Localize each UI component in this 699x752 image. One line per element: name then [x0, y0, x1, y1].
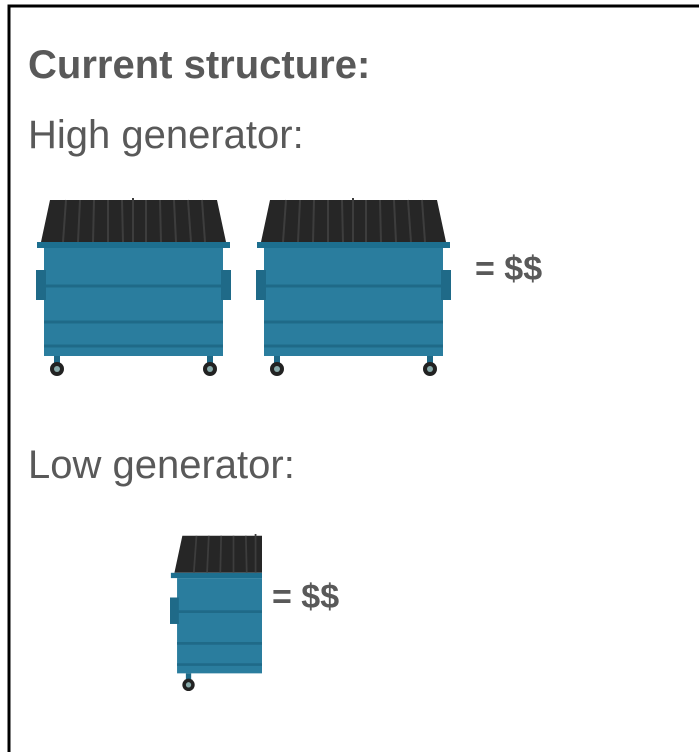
title: Current structure: — [28, 43, 370, 87]
group-label: Low generator: — [28, 443, 295, 487]
cost-label: = $$ — [475, 250, 542, 288]
dumpster-icon — [36, 198, 231, 376]
cost-label: = $$ — [272, 578, 339, 616]
slide: Current structure: High generator: = $$ … — [0, 0, 699, 752]
group-label: High generator: — [28, 113, 304, 157]
page: Current structure: High generator: = $$ … — [0, 0, 699, 752]
dumpster-icon — [256, 198, 451, 376]
